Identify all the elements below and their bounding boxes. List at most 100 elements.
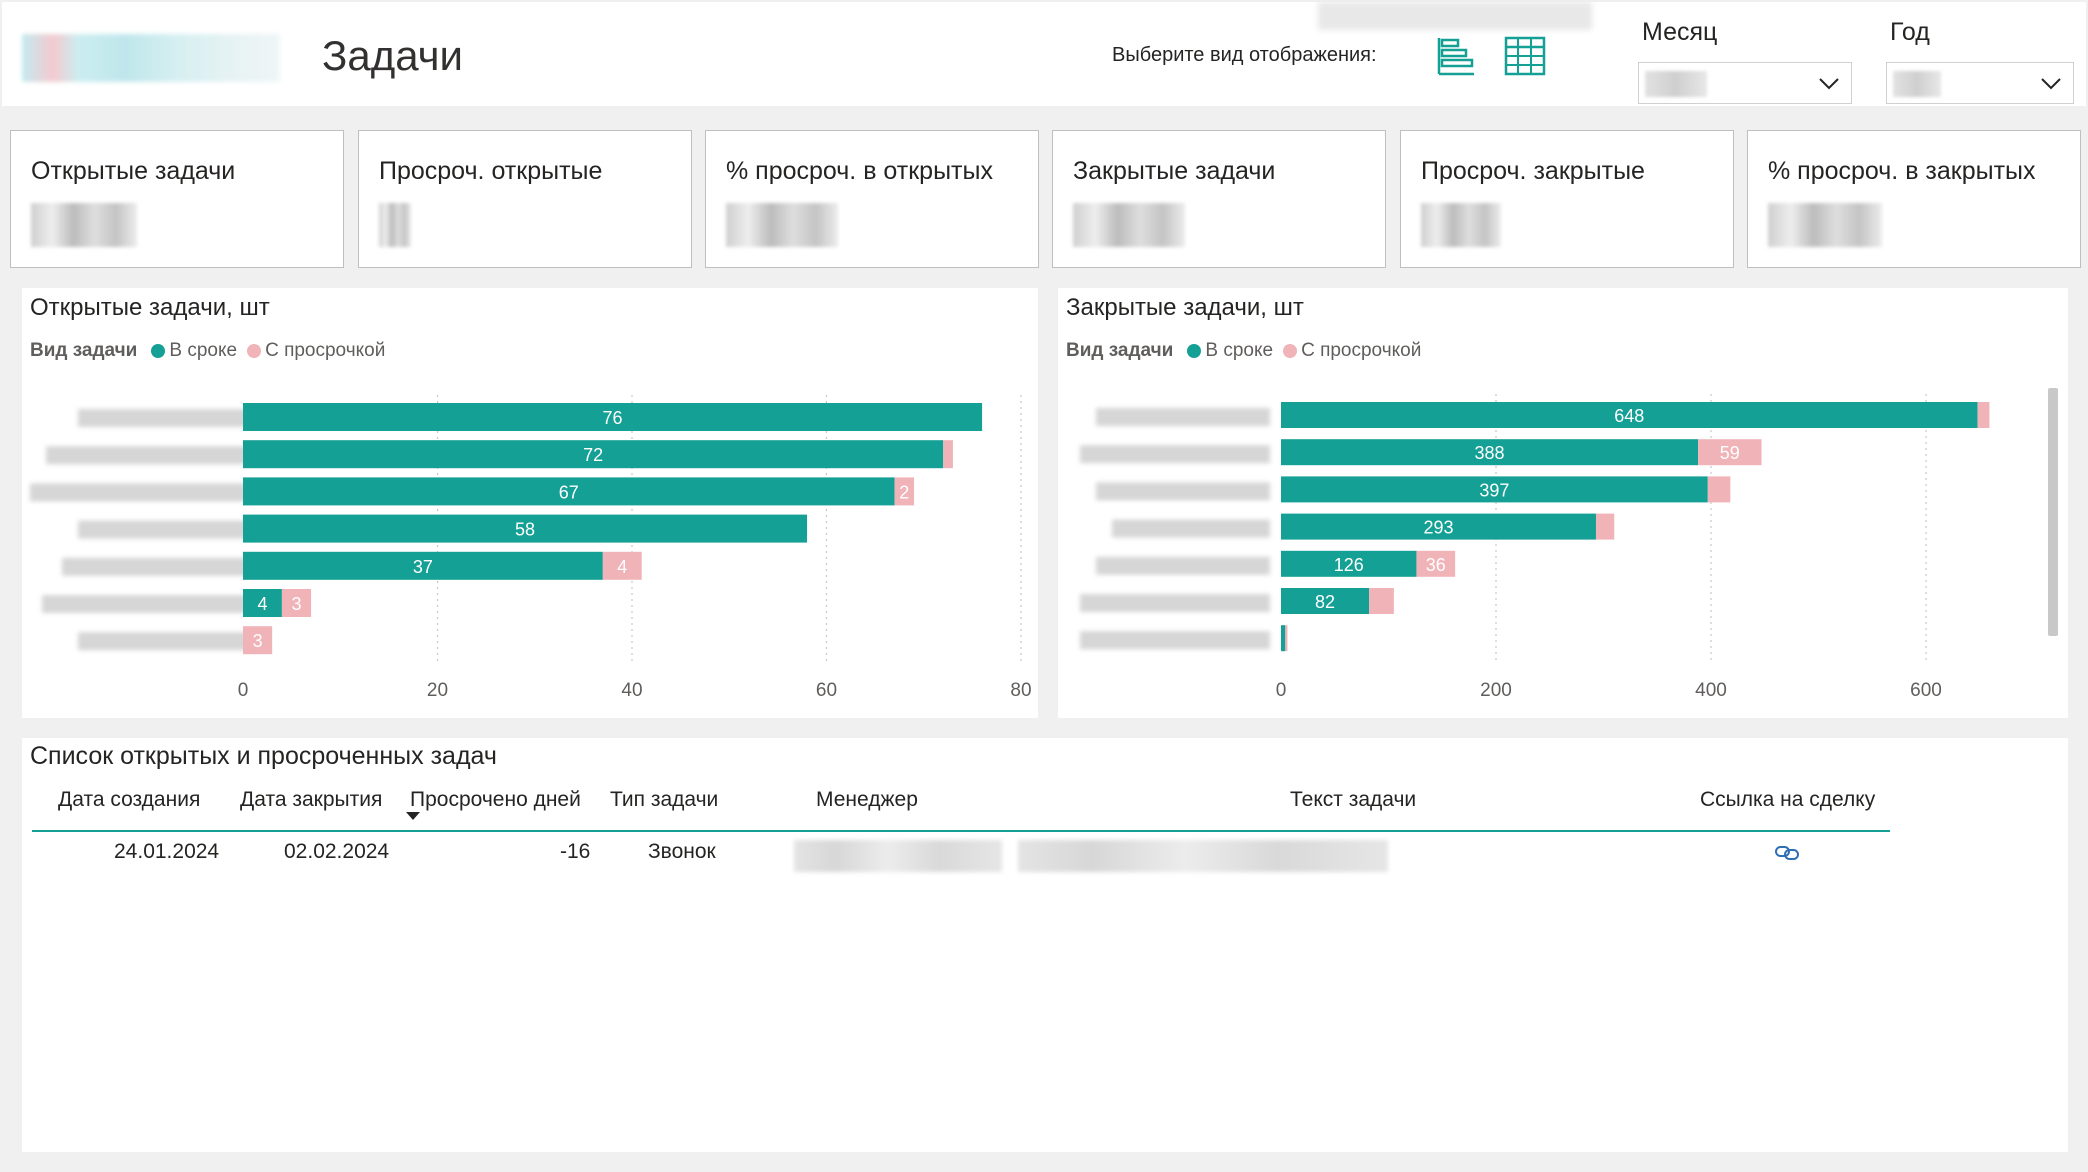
data-label-on-time: 4 bbox=[257, 594, 267, 614]
month-dropdown[interactable] bbox=[1638, 62, 1852, 104]
x-tick-label: 60 bbox=[816, 680, 837, 701]
kpi-card-closed-tasks: Закрытые задачи bbox=[1052, 130, 1386, 268]
legend-dot bbox=[1187, 344, 1202, 358]
bar-overdue[interactable] bbox=[1977, 402, 1990, 428]
bar-on-time[interactable] bbox=[1281, 588, 1370, 614]
bar-on-time[interactable] bbox=[243, 440, 944, 469]
category-label-blurred bbox=[1096, 408, 1270, 426]
kpi-value bbox=[31, 203, 137, 247]
legend-title: Вид задачи bbox=[1066, 340, 1174, 361]
bar-overdue[interactable] bbox=[243, 626, 273, 655]
chart-legend: Вид задачи В сроке С просрочкой bbox=[30, 340, 395, 362]
bar-overdue[interactable] bbox=[943, 440, 953, 469]
data-label-overdue: 59 bbox=[1720, 443, 1740, 463]
legend-item-overdue[interactable]: С просрочкой bbox=[247, 340, 385, 362]
col-header-manager[interactable]: Менеджер bbox=[816, 788, 918, 811]
bar-overdue[interactable] bbox=[1595, 513, 1615, 540]
data-label-on-time: 293 bbox=[1423, 518, 1453, 538]
kpi-card-overdue-closed: Просроч. закрытые bbox=[1400, 130, 1734, 268]
bar-overdue[interactable] bbox=[602, 551, 642, 580]
link-icon-svg bbox=[1775, 846, 1799, 860]
tasks-table-panel: Список открытых и просроченных задач Дат… bbox=[22, 738, 2068, 1152]
x-tick-label: 200 bbox=[1480, 680, 1512, 701]
legend-item-on-time[interactable]: В сроке bbox=[151, 340, 237, 362]
data-label-on-time: 388 bbox=[1475, 443, 1505, 463]
category-label-blurred bbox=[42, 595, 254, 613]
chart-scrollbar[interactable] bbox=[2048, 388, 2058, 636]
bar-on-time[interactable] bbox=[1281, 550, 1417, 577]
legend-label: В сроке bbox=[1205, 340, 1274, 361]
bar-overdue[interactable] bbox=[1707, 476, 1731, 503]
blurred-header-element bbox=[1318, 2, 1592, 30]
bar-chart-icon[interactable] bbox=[1436, 36, 1476, 76]
kpi-value bbox=[1768, 203, 1882, 247]
kpi-card-overdue-open: Просроч. открытые bbox=[358, 130, 692, 268]
legend-label: В сроке bbox=[169, 340, 238, 361]
chevron-down-icon bbox=[1819, 78, 1839, 90]
bar-overdue[interactable] bbox=[1698, 439, 1762, 466]
x-tick-label: 400 bbox=[1695, 680, 1727, 701]
closed-tasks-bar-chart: 0 200 400 600 648 388 59 397 293 126 36 82 bbox=[1080, 388, 2058, 701]
bar-on-time[interactable] bbox=[243, 477, 895, 506]
legend-item-overdue[interactable]: С просрочкой bbox=[1283, 340, 1421, 362]
view-mode-label: Выберите вид отображения: bbox=[1112, 44, 1377, 66]
legend-label: С просрочкой bbox=[265, 340, 386, 361]
category-label-blurred bbox=[62, 557, 254, 576]
data-label-on-time: 58 bbox=[515, 520, 535, 540]
bar-on-time[interactable] bbox=[243, 403, 983, 431]
data-label-on-time: 76 bbox=[603, 408, 623, 428]
cell-task-text bbox=[1018, 840, 1388, 872]
bar-on-time[interactable] bbox=[1281, 402, 1978, 428]
table-grid-icon-svg bbox=[1504, 36, 1546, 76]
col-header-overdue-days[interactable]: Просрочено дней bbox=[410, 788, 581, 811]
chart-title: Закрытые задачи, шт bbox=[1066, 294, 1304, 321]
bar-on-time[interactable] bbox=[1281, 476, 1708, 503]
bar-overdue[interactable] bbox=[1416, 550, 1456, 577]
bar-overdue[interactable] bbox=[1285, 625, 1288, 652]
bar-on-time[interactable] bbox=[243, 551, 603, 580]
bar-on-time[interactable] bbox=[243, 514, 808, 543]
category-label-blurred bbox=[1096, 482, 1270, 501]
cell-task-type: Звонок bbox=[648, 840, 716, 863]
cell-manager bbox=[794, 840, 1002, 872]
col-header-created[interactable]: Дата создания bbox=[58, 788, 201, 811]
legend-item-on-time[interactable]: В сроке bbox=[1187, 340, 1273, 362]
table-header-divider bbox=[32, 830, 1890, 832]
bar-overdue[interactable] bbox=[281, 589, 312, 617]
bar-on-time[interactable] bbox=[243, 589, 282, 617]
x-tick-label: 0 bbox=[1276, 680, 1287, 701]
kpi-label: % просроч. в открытых bbox=[726, 157, 993, 185]
link-icon[interactable] bbox=[1774, 840, 1802, 866]
kpi-value bbox=[379, 203, 411, 247]
bar-on-time[interactable] bbox=[1281, 439, 1699, 466]
closed-tasks-chart-panel: Закрытые задачи, шт Вид задачи В сроке С… bbox=[1058, 288, 2068, 718]
x-tick-label: 0 bbox=[238, 680, 249, 701]
col-header-task-type[interactable]: Тип задачи bbox=[610, 788, 719, 811]
year-dropdown[interactable] bbox=[1886, 62, 2074, 104]
category-label-blurred bbox=[46, 446, 254, 465]
kpi-value bbox=[1421, 203, 1501, 247]
col-header-closed[interactable]: Дата закрытия bbox=[240, 788, 383, 811]
col-header-task-text[interactable]: Текст задачи bbox=[1290, 788, 1417, 811]
bar-overdue[interactable] bbox=[894, 477, 915, 506]
col-header-deal-link[interactable]: Ссылка на сделку bbox=[1700, 788, 1876, 811]
legend-dot bbox=[247, 344, 262, 358]
data-label-on-time: 37 bbox=[413, 557, 433, 577]
cell-created: 24.01.2024 bbox=[114, 840, 220, 863]
table-grid-icon[interactable] bbox=[1504, 36, 1546, 76]
kpi-label: % просроч. в закрытых bbox=[1768, 157, 2036, 185]
data-label-on-time: 126 bbox=[1334, 555, 1364, 575]
bar-on-time[interactable] bbox=[1281, 513, 1596, 540]
kpi-card-overdue-open-pct: % просроч. в открытых bbox=[705, 130, 1039, 268]
data-label-on-time: 82 bbox=[1315, 592, 1335, 612]
data-label-on-time: 397 bbox=[1479, 480, 1509, 500]
category-label-blurred bbox=[1112, 519, 1270, 538]
header-bar: Задачи Выберите вид отображения: Месяц Г… bbox=[2, 2, 2086, 106]
bar-on-time[interactable] bbox=[1281, 625, 1286, 652]
bar-overdue[interactable] bbox=[1369, 588, 1394, 614]
kpi-label: Открытые задачи bbox=[31, 157, 236, 185]
chart-title: Открытые задачи, шт bbox=[30, 294, 270, 321]
kpi-label: Просроч. закрытые bbox=[1421, 157, 1645, 185]
kpi-value bbox=[1073, 203, 1185, 247]
